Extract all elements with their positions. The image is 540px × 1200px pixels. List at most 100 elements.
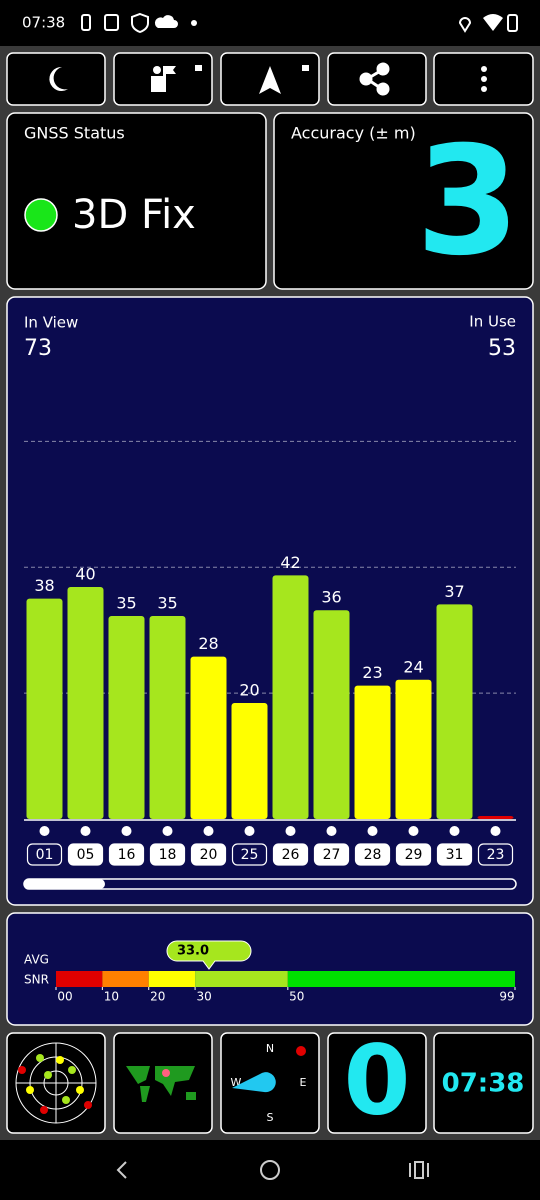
- bar-value-label: 35: [116, 594, 136, 613]
- bar: [272, 575, 309, 819]
- gnss-status-card: [6, 112, 267, 290]
- satellite-dot: [408, 826, 419, 836]
- satellite-dot: [203, 826, 214, 836]
- prn-label: 31: [446, 847, 464, 863]
- share-button[interactable]: [327, 52, 427, 106]
- prn-box: [436, 843, 473, 866]
- accuracy-value: 3: [416, 115, 520, 289]
- satellite-dot: [80, 826, 91, 836]
- bar-value-label: 35: [157, 594, 177, 613]
- snr-tick-label: 30: [196, 990, 211, 1004]
- in-use-value: 53: [488, 336, 516, 361]
- snr-tick-label: 20: [150, 990, 165, 1004]
- snr-segment: [56, 971, 103, 987]
- bar-value-label: 28: [198, 634, 218, 653]
- prn-box: [149, 843, 186, 866]
- snr-label: SNR: [24, 973, 49, 987]
- prn-box: [26, 843, 63, 866]
- prn-label: 16: [118, 847, 136, 863]
- prn-box: [313, 843, 350, 866]
- bar-value-label: 37: [444, 582, 464, 601]
- prn-label: 29: [405, 847, 423, 863]
- snr-segment: [148, 971, 196, 987]
- accuracy-card: [273, 112, 534, 290]
- clock-tile[interactable]: [433, 1032, 534, 1134]
- avg-label: AVG: [24, 953, 49, 967]
- compass-north: N: [266, 1042, 274, 1055]
- status-icons: [81, 12, 518, 34]
- snr-segment: [195, 971, 288, 987]
- prn-box: [108, 843, 145, 866]
- prn-box: [190, 843, 227, 866]
- satellite-dot: [39, 826, 50, 836]
- accuracy-title: Accuracy (± m): [291, 124, 416, 143]
- fix-text: 3D Fix: [72, 192, 196, 238]
- satellite-dot: [162, 826, 173, 836]
- prn-label: 25: [241, 847, 259, 863]
- recents-button[interactable]: [409, 1161, 429, 1179]
- speed-value: 0: [344, 1024, 411, 1136]
- bar-value-label: 20: [239, 681, 259, 700]
- prn-label: 01: [36, 847, 54, 863]
- in-use-label: In Use: [469, 313, 516, 331]
- prn-label: 18: [159, 847, 177, 863]
- fix-indicator: [24, 198, 58, 232]
- home-button[interactable]: [260, 1160, 280, 1180]
- prn-box: [477, 843, 514, 866]
- satellite-dot: [121, 826, 132, 836]
- satellite-dot: [367, 826, 378, 836]
- prn-label: 23: [487, 847, 505, 863]
- speed-tile[interactable]: [327, 1032, 427, 1134]
- bar-value-label: 38: [34, 576, 54, 595]
- clock-value: 07:38: [442, 1069, 525, 1099]
- scroll-thumb[interactable]: [24, 879, 105, 889]
- compass-needle: [232, 1072, 276, 1093]
- prn-label: 27: [323, 847, 341, 863]
- prn-box: [272, 843, 309, 866]
- compass-west: W: [231, 1076, 242, 1089]
- snr-tick-label: 50: [289, 990, 304, 1004]
- prn-label: 05: [77, 847, 95, 863]
- world-map: [124, 1064, 202, 1104]
- bar-value-label: 24: [403, 657, 423, 676]
- prn-box: [231, 843, 268, 866]
- in-view-label: In View: [24, 314, 78, 332]
- prn-label: 26: [282, 847, 300, 863]
- bar-chart: 38 01 40 05 35 16 35 18 28 20 20 25 42 26 36 27 23 28 24 29…: [24, 440, 516, 866]
- sun-marker: [296, 1046, 306, 1056]
- bar-value-label: 40: [75, 565, 95, 584]
- prn-box: [67, 843, 104, 866]
- bar: [149, 616, 186, 819]
- bar: [108, 616, 145, 819]
- prn-box: [354, 843, 391, 866]
- satellite-dot: [449, 826, 460, 836]
- toolbar: [6, 52, 534, 106]
- satellite-dot: [285, 826, 296, 836]
- skyplot: [15, 1042, 97, 1124]
- night-mode-button[interactable]: [6, 52, 106, 106]
- bar: [231, 703, 268, 819]
- avg-value: 33.0: [177, 944, 209, 959]
- snr-card: [6, 912, 534, 1026]
- prn-label: 28: [364, 847, 382, 863]
- bar: [354, 685, 391, 819]
- snr-tick-label: 00: [57, 990, 72, 1004]
- prn-label: 20: [200, 847, 218, 863]
- bar: [436, 604, 473, 819]
- bar-value-label: 23: [362, 663, 382, 682]
- snr-tick-label: 10: [104, 990, 119, 1004]
- status-time: 07:38: [22, 14, 65, 32]
- navigation-bar: [0, 1140, 540, 1200]
- bar: [190, 656, 227, 819]
- compass-south: S: [267, 1111, 274, 1124]
- bar-value-label: 36: [321, 588, 341, 607]
- satellite-dot: [490, 826, 501, 836]
- bar: [395, 679, 432, 819]
- back-button[interactable]: [116, 1161, 127, 1179]
- snr-segment: [287, 971, 515, 987]
- prn-box: [395, 843, 432, 866]
- bar: [26, 598, 63, 819]
- satellite-dot: [326, 826, 337, 836]
- snr-tick-label: 99: [499, 990, 514, 1004]
